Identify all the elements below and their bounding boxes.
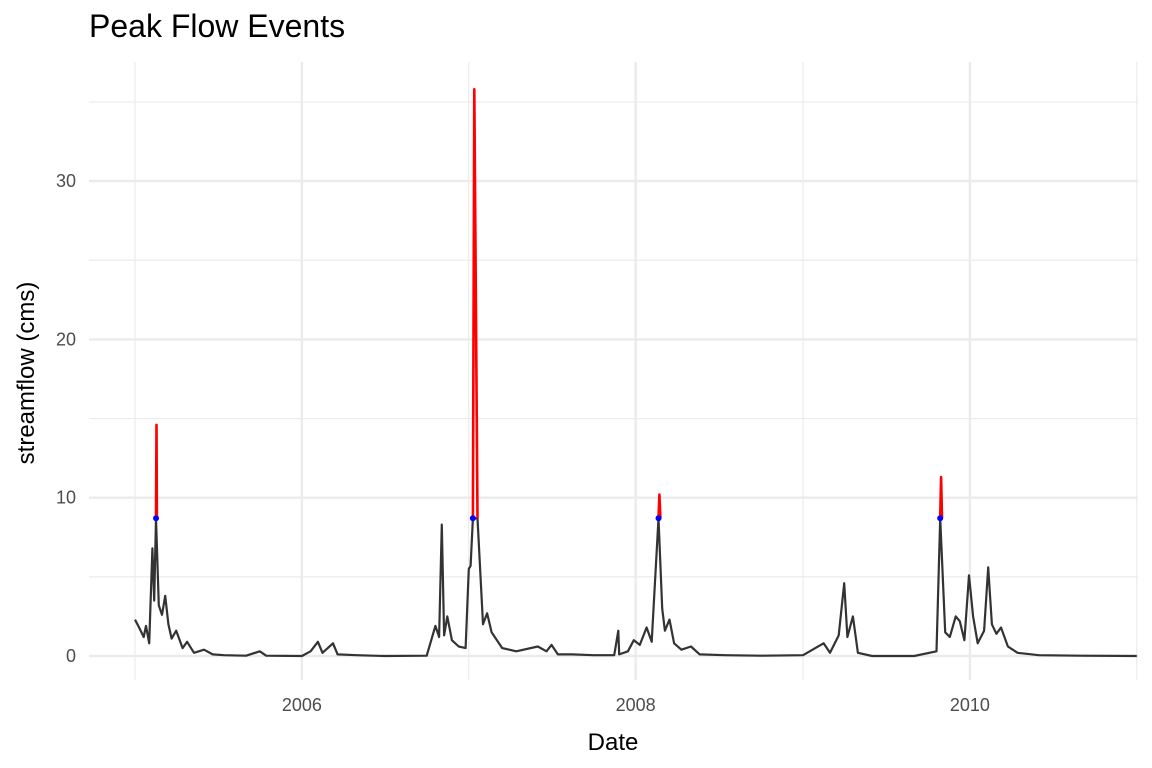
threshold-point <box>937 515 944 522</box>
grid-lines <box>89 62 1138 680</box>
y-axis-title: streamflow (cms) <box>13 282 40 465</box>
flow-line <box>134 517 1137 658</box>
threshold-point <box>655 515 662 522</box>
peak-line <box>154 423 159 519</box>
threshold-point <box>469 515 476 522</box>
peak-line <box>938 475 944 519</box>
x-tick-label: 2006 <box>282 695 322 715</box>
x-axis-title: Date <box>588 729 639 756</box>
y-tick-label: 20 <box>56 329 76 349</box>
y-tick-label: 10 <box>56 488 76 508</box>
data-series <box>134 88 1137 658</box>
peak-line <box>657 493 662 519</box>
x-tick-label: 2008 <box>616 695 656 715</box>
y-tick-label: 0 <box>66 646 76 666</box>
peak-line <box>471 88 479 519</box>
axis-labels: 0 10 20 30 2006 2008 2010 <box>56 171 990 715</box>
chart-title: Peak Flow Events <box>89 8 346 44</box>
threshold-point <box>153 515 160 522</box>
y-tick-label: 30 <box>56 171 76 191</box>
x-tick-label: 2010 <box>950 695 990 715</box>
